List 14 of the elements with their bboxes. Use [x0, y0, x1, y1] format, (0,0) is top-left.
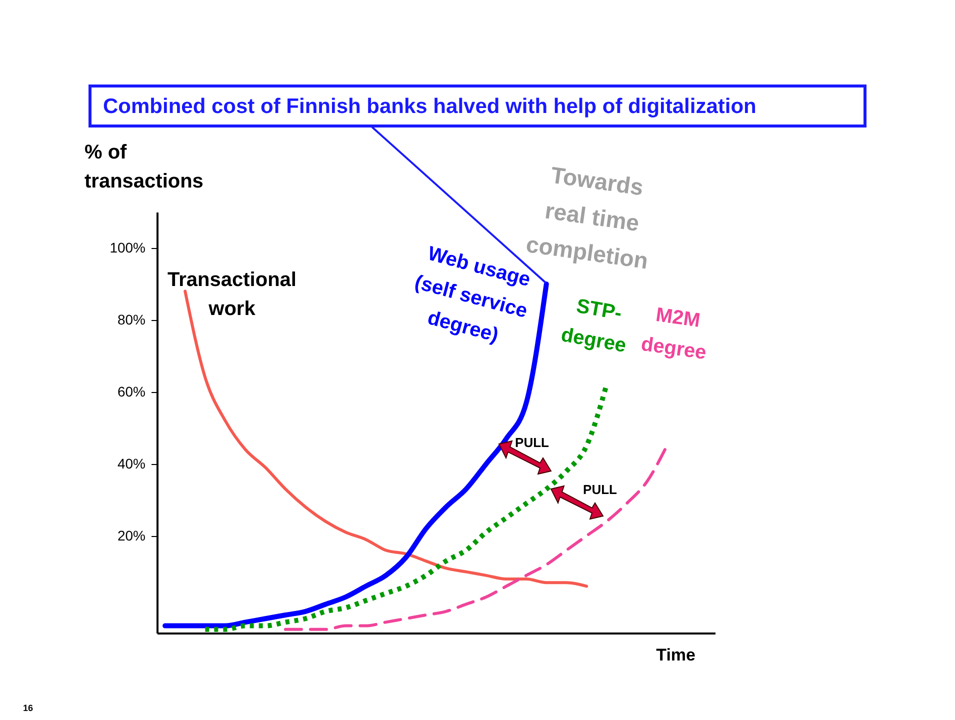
y-tick-label: 100% [110, 239, 146, 256]
y-tick-label: 40% [117, 455, 146, 472]
y-axis-title: % of transactions [84, 142, 204, 192]
y-tick-label: 20% [117, 527, 146, 544]
x-axis-title: Time [656, 646, 696, 664]
y-tick-label: 60% [117, 383, 146, 400]
text: STP-degree [559, 295, 628, 358]
series-label: Transactional work [168, 269, 296, 320]
chart-title: Combined cost of Finnish banks halved with help of digitalization [103, 95, 756, 118]
y-tick-label: 80% [117, 311, 146, 328]
annotation: PULL [583, 482, 618, 497]
annotation: PULL [515, 435, 550, 450]
text: M2M degree [640, 304, 708, 364]
text: 16 [22, 703, 34, 713]
